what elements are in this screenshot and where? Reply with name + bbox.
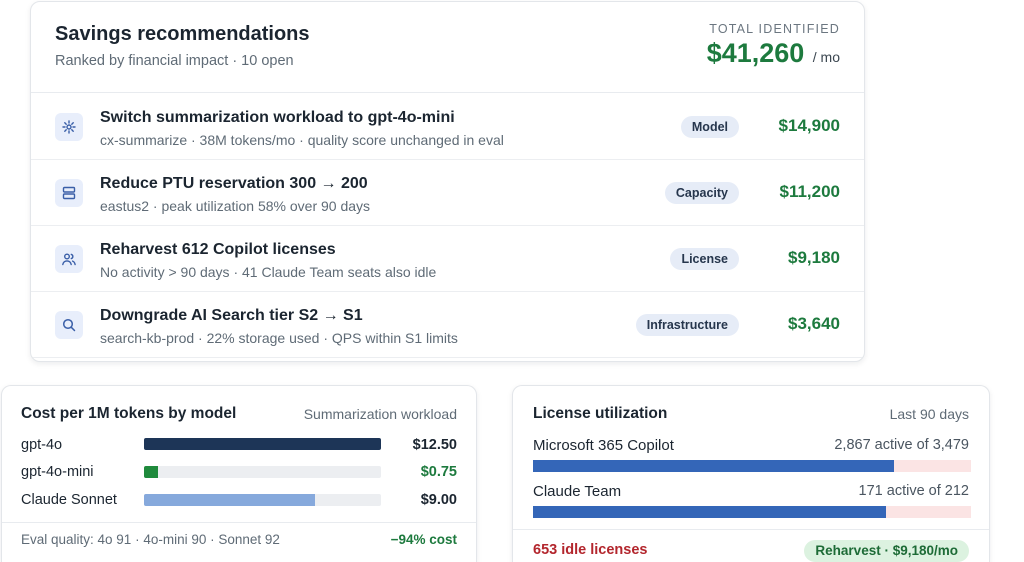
cost-bar-track xyxy=(144,438,381,450)
model-cost-value: $9.00 xyxy=(420,492,457,508)
license-panel-note: Last 90 days xyxy=(889,406,969,422)
license-panel-footer: 653 idle licenses Reharvest · $9,180/mo xyxy=(513,529,989,562)
cost-panel-note: Summarization workload xyxy=(303,406,457,422)
cost-reduction-value: −94% cost xyxy=(390,532,457,547)
license-bar-track xyxy=(533,506,971,518)
recommendations-title: Savings recommendations xyxy=(55,23,310,45)
recommendation-title: Downgrade AI Search tier S2 → S1 xyxy=(100,307,363,324)
recommendation-row[interactable]: Switch summarization workload to gpt-4o-… xyxy=(31,94,864,160)
category-badge: Capacity xyxy=(664,182,739,204)
license-bar-microsoft-365-copilot xyxy=(533,460,894,472)
model-cost-value: $0.75 xyxy=(420,464,457,480)
recommendation-meta: eastus2 · peak utilization 58% over 90 d… xyxy=(100,198,371,214)
model-label: gpt-4o xyxy=(21,437,63,453)
recommendation-meta: No activity > 90 days · 41 Claude Team s… xyxy=(100,264,437,280)
recommendation-amount: $9,180 xyxy=(788,248,840,267)
cost-panel-title: Cost per 1M tokens by model xyxy=(21,405,237,422)
cost-per-token-card: Cost per 1M tokens by model Summarizatio… xyxy=(1,385,477,562)
cost-bar-track xyxy=(144,494,381,506)
recommendation-meta: search-kb-prod · 22% storage used · QPS … xyxy=(100,330,458,346)
total-identified-label: TOTAL IDENTIFIED xyxy=(709,22,840,36)
recommendation-amount: $14,900 xyxy=(778,116,840,135)
search-icon xyxy=(55,311,83,339)
recommendations-subtitle: Ranked by financial impact · 10 open xyxy=(55,53,294,69)
total-identified: $41,260 / mo xyxy=(707,38,840,69)
recommendation-title: Reharvest 612 Copilot licenses xyxy=(100,241,336,258)
cost-bar-track xyxy=(144,466,381,478)
model-label: Claude Sonnet xyxy=(21,492,117,508)
license-name: Microsoft 365 Copilot xyxy=(533,437,674,454)
reharvest-button[interactable]: Reharvest · $9,180/mo xyxy=(804,540,969,562)
sparkle-icon xyxy=(55,113,83,141)
eval-quality-note: Eval quality: 4o 91 · 4o-mini 90 · Sonne… xyxy=(21,532,280,547)
users-icon xyxy=(55,245,83,273)
license-bar-claude-team xyxy=(533,506,887,518)
recommendation-title: Reduce PTU reservation 300 → 200 xyxy=(100,175,368,192)
savings-recommendations-card: Savings recommendations Ranked by financ… xyxy=(30,1,865,362)
recommendation-row[interactable]: Reharvest 612 Copilot licenses No activi… xyxy=(31,226,864,292)
recommendation-amount: $11,200 xyxy=(779,182,840,201)
recommendation-row[interactable]: Downgrade AI Search tier S2 → S1 search-… xyxy=(31,292,864,358)
license-active-count: 2,867 active of 3,479 xyxy=(834,437,969,453)
cost-panel-footer: Eval quality: 4o 91 · 4o-mini 90 · Sonne… xyxy=(2,522,476,547)
recommendation-title: Switch summarization workload to gpt-4o-… xyxy=(100,109,455,126)
license-bar-track xyxy=(533,460,971,472)
model-label: gpt-4o-mini xyxy=(21,464,94,480)
recommendation-row[interactable]: Reduce PTU reservation 300 → 200 eastus2… xyxy=(31,160,864,226)
total-identified-unit: / mo xyxy=(812,49,840,65)
server-icon xyxy=(55,179,83,207)
license-utilization-card: License utilization Last 90 days Microso… xyxy=(512,385,990,562)
category-badge: Model xyxy=(680,116,739,138)
recommendations-header: Savings recommendations Ranked by financ… xyxy=(31,2,864,93)
total-identified-value: $41,260 xyxy=(706,38,805,68)
recommendation-amount: $3,640 xyxy=(788,314,840,333)
cost-bar-gpt-4o-mini xyxy=(144,466,159,478)
idle-licenses-text: 653 idle licenses xyxy=(533,542,648,558)
category-badge: Infrastructure xyxy=(635,314,739,336)
category-badge: License xyxy=(670,248,739,270)
license-name: Claude Team xyxy=(533,483,622,500)
license-panel-title: License utilization xyxy=(533,405,668,422)
recommendation-meta: cx-summarize · 38M tokens/mo · quality s… xyxy=(100,132,504,148)
model-cost-value: $12.50 xyxy=(412,437,457,453)
license-active-count: 171 active of 212 xyxy=(858,483,969,499)
cost-bar-gpt-4o xyxy=(144,438,381,450)
cost-bar-claude-sonnet xyxy=(144,494,315,506)
